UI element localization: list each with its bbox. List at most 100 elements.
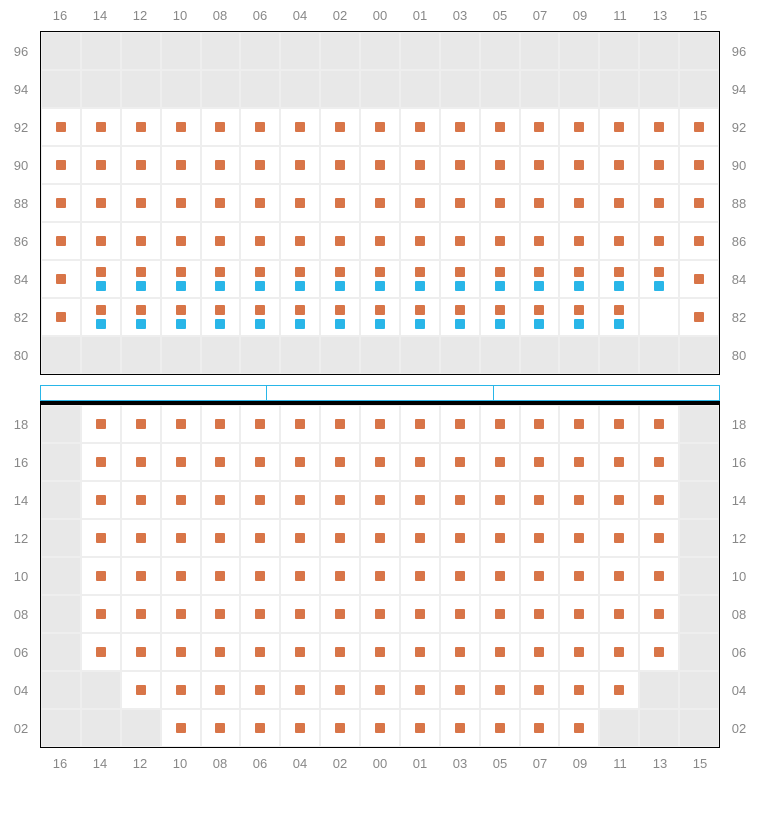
seat-cell[interactable] (81, 32, 121, 70)
seat-cell[interactable] (440, 443, 480, 481)
seat-cell[interactable] (679, 443, 719, 481)
seat-cell[interactable] (121, 260, 161, 298)
seat-cell[interactable] (360, 260, 400, 298)
seat-cell[interactable] (559, 336, 599, 374)
seat-cell[interactable] (121, 70, 161, 108)
seat-cell[interactable] (520, 595, 560, 633)
seat-cell[interactable] (240, 184, 280, 222)
seat-cell[interactable] (639, 146, 679, 184)
seat-cell[interactable] (480, 146, 520, 184)
seat-cell[interactable] (320, 222, 360, 260)
seat-cell[interactable] (360, 146, 400, 184)
seat-cell[interactable] (440, 108, 480, 146)
seat-cell[interactable] (121, 405, 161, 443)
seat-cell[interactable] (201, 184, 241, 222)
seat-cell[interactable] (121, 709, 161, 747)
seat-cell[interactable] (599, 633, 639, 671)
seat-cell[interactable] (440, 519, 480, 557)
seat-cell[interactable] (400, 70, 440, 108)
seat-cell[interactable] (599, 595, 639, 633)
seat-cell[interactable] (280, 557, 320, 595)
seat-cell[interactable] (679, 671, 719, 709)
seat-cell[interactable] (161, 481, 201, 519)
seat-cell[interactable] (81, 260, 121, 298)
seat-cell[interactable] (679, 633, 719, 671)
seat-cell[interactable] (320, 443, 360, 481)
seat-cell[interactable] (599, 671, 639, 709)
seat-cell[interactable] (240, 70, 280, 108)
seat-cell[interactable] (320, 260, 360, 298)
seat-cell[interactable] (639, 405, 679, 443)
seat-cell[interactable] (639, 336, 679, 374)
seat-cell[interactable] (679, 222, 719, 260)
seat-cell[interactable] (599, 443, 639, 481)
seat-cell[interactable] (41, 405, 81, 443)
seat-cell[interactable] (161, 633, 201, 671)
seat-cell[interactable] (41, 260, 81, 298)
seat-cell[interactable] (400, 519, 440, 557)
seat-cell[interactable] (480, 633, 520, 671)
seat-cell[interactable] (360, 481, 400, 519)
seat-cell[interactable] (41, 481, 81, 519)
seat-cell[interactable] (41, 32, 81, 70)
seat-cell[interactable] (161, 32, 201, 70)
seat-cell[interactable] (121, 633, 161, 671)
seat-cell[interactable] (320, 709, 360, 747)
seat-cell[interactable] (559, 633, 599, 671)
seat-cell[interactable] (400, 298, 440, 336)
seat-cell[interactable] (520, 709, 560, 747)
seat-cell[interactable] (360, 595, 400, 633)
seat-cell[interactable] (81, 70, 121, 108)
seat-cell[interactable] (280, 108, 320, 146)
seat-cell[interactable] (559, 108, 599, 146)
seat-cell[interactable] (201, 32, 241, 70)
seat-cell[interactable] (280, 633, 320, 671)
seat-cell[interactable] (201, 557, 241, 595)
seat-cell[interactable] (240, 336, 280, 374)
seat-cell[interactable] (599, 709, 639, 747)
seat-cell[interactable] (81, 709, 121, 747)
seat-cell[interactable] (81, 108, 121, 146)
seat-cell[interactable] (480, 671, 520, 709)
seat-cell[interactable] (161, 108, 201, 146)
seat-cell[interactable] (320, 481, 360, 519)
seat-cell[interactable] (599, 557, 639, 595)
seat-cell[interactable] (201, 298, 241, 336)
seat-cell[interactable] (599, 298, 639, 336)
seat-cell[interactable] (121, 108, 161, 146)
seat-cell[interactable] (41, 595, 81, 633)
seat-cell[interactable] (639, 70, 679, 108)
seat-cell[interactable] (639, 184, 679, 222)
seat-cell[interactable] (480, 298, 520, 336)
seat-cell[interactable] (81, 557, 121, 595)
seat-cell[interactable] (240, 222, 280, 260)
seat-cell[interactable] (360, 633, 400, 671)
seat-cell[interactable] (201, 595, 241, 633)
seat-cell[interactable] (679, 481, 719, 519)
seat-cell[interactable] (320, 298, 360, 336)
seat-cell[interactable] (360, 443, 400, 481)
seat-cell[interactable] (400, 557, 440, 595)
seat-cell[interactable] (440, 184, 480, 222)
seat-cell[interactable] (41, 443, 81, 481)
seat-cell[interactable] (520, 557, 560, 595)
seat-cell[interactable] (280, 222, 320, 260)
seat-cell[interactable] (161, 519, 201, 557)
seat-cell[interactable] (121, 222, 161, 260)
seat-cell[interactable] (41, 184, 81, 222)
seat-cell[interactable] (121, 595, 161, 633)
seat-cell[interactable] (639, 443, 679, 481)
seat-cell[interactable] (400, 184, 440, 222)
seat-cell[interactable] (81, 298, 121, 336)
seat-cell[interactable] (639, 108, 679, 146)
seat-cell[interactable] (639, 519, 679, 557)
seat-cell[interactable] (639, 557, 679, 595)
seat-cell[interactable] (360, 557, 400, 595)
seat-cell[interactable] (440, 260, 480, 298)
seat-cell[interactable] (639, 222, 679, 260)
seat-cell[interactable] (121, 671, 161, 709)
seat-cell[interactable] (41, 146, 81, 184)
seat-cell[interactable] (280, 481, 320, 519)
seat-cell[interactable] (679, 298, 719, 336)
seat-cell[interactable] (41, 633, 81, 671)
